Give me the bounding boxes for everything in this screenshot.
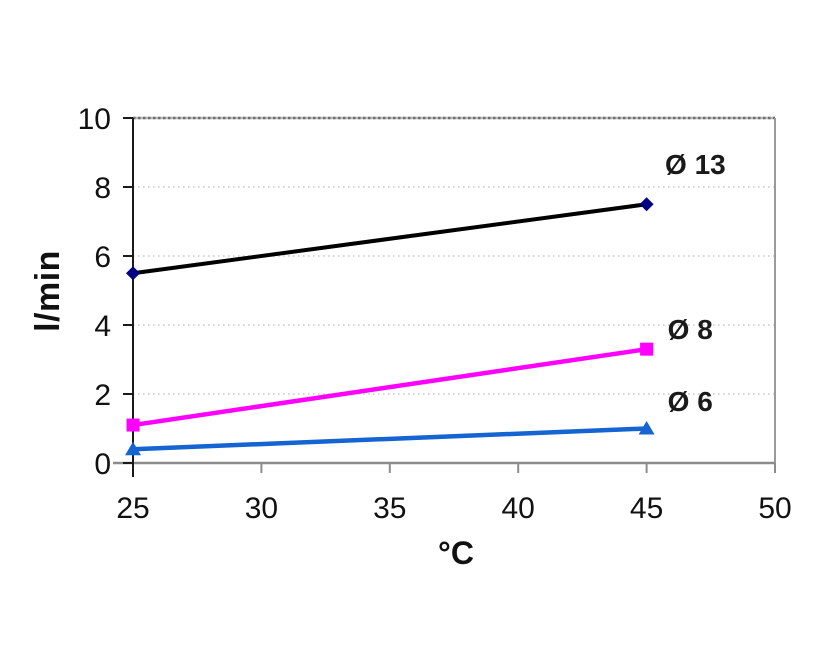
series-line [132,346,647,428]
diamond-marker [639,197,654,212]
x-tick-labels: 25 30 35 40 45 50 [116,492,791,525]
y-tick-label: 8 [94,172,111,205]
x-axis-title: °C [438,535,474,571]
series-2 [125,421,655,456]
x-tick-label: 30 [245,492,278,525]
y-tick-label: 0 [94,448,111,481]
y-tick-label: 4 [94,310,111,343]
triangle-marker [638,421,655,435]
diamond-marker [126,266,140,281]
x-tick-label: 40 [502,492,535,525]
series-0 [126,197,654,281]
series-label-diameter-8: Ø 8 [667,314,713,346]
x-tick-label: 35 [373,492,406,525]
series-line [132,202,647,276]
y-tick-label: 10 [78,103,111,136]
x-tick-label: 45 [630,492,663,525]
series-label-diameter-6: Ø 6 [667,385,713,417]
square-marker [640,342,654,356]
plot-border [133,116,776,473]
x-tick-label: 50 [758,492,791,525]
y-axis-title: l/min [29,250,67,332]
y-tick-label: 2 [94,379,111,412]
series-label-diameter-13: Ø 13 [665,148,726,180]
gridlines [133,186,775,395]
series-1 [126,342,654,432]
y-tick-label: 6 [94,241,111,274]
y-axis [123,117,134,477]
x-axis [113,461,776,473]
square-marker [126,418,140,432]
x-tick-label: 25 [116,492,149,525]
triangle-marker [125,441,141,456]
y-tick-labels: 0 2 4 6 8 10 [78,103,111,481]
series-line [132,426,647,452]
